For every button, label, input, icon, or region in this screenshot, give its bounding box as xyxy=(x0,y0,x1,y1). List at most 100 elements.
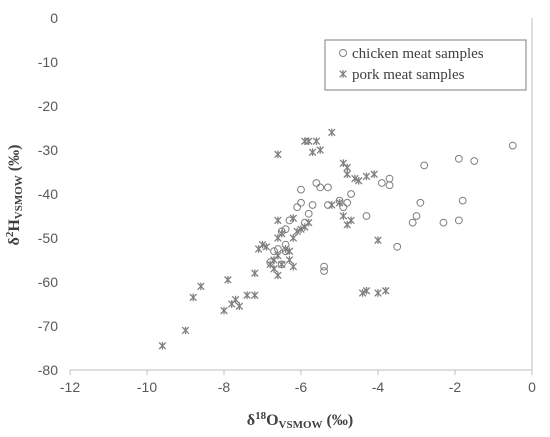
chicken-point xyxy=(293,203,302,212)
x-tick-label: 0 xyxy=(528,379,536,395)
chicken-point xyxy=(420,161,429,170)
pork-point xyxy=(328,128,336,137)
pork-point xyxy=(277,229,286,238)
y-tick-label: -20 xyxy=(38,98,58,114)
y-tick-label: -30 xyxy=(38,142,58,158)
chicken-point xyxy=(508,141,517,150)
x-axis-title: δ18OVSMOW (‰) xyxy=(247,410,353,431)
chicken-series xyxy=(266,141,517,275)
y-axis-title: δ2HVSMOW (‰) xyxy=(4,145,25,246)
pork-point xyxy=(189,293,197,302)
pork-point xyxy=(258,240,267,249)
chicken-point xyxy=(308,201,317,209)
chicken-point xyxy=(281,225,290,234)
chicken-point xyxy=(385,181,394,190)
pork-point xyxy=(285,247,294,255)
y-axis: 0 -10 -20 -30 -40 -50 -60 -70 -80 xyxy=(38,10,533,378)
legend-circle-marker xyxy=(339,49,347,57)
pork-point xyxy=(197,282,205,291)
legend: chicken meat samples pork meat samples xyxy=(324,39,527,91)
pork-point xyxy=(297,225,305,233)
pork-point xyxy=(343,163,351,172)
pork-point xyxy=(277,260,286,269)
pork-point xyxy=(358,289,367,297)
x-tick-label: -8 xyxy=(218,379,231,395)
legend-item-chicken: chicken meat samples xyxy=(339,46,484,62)
pork-point xyxy=(328,201,336,209)
pork-point xyxy=(274,216,282,225)
chicken-point xyxy=(343,198,352,207)
chicken-point xyxy=(304,209,313,218)
chicken-point xyxy=(339,203,348,212)
x-tick-label: -6 xyxy=(295,379,308,395)
pork-point xyxy=(251,291,259,299)
pork-point xyxy=(370,170,378,178)
pork-point xyxy=(251,269,259,277)
chicken-point xyxy=(316,183,325,192)
chicken-point xyxy=(454,216,463,225)
pork-point xyxy=(262,243,271,251)
y-tick-label: -70 xyxy=(38,318,58,334)
legend-item-pork: pork meat samples xyxy=(339,67,465,83)
legend-asterisk-marker xyxy=(339,70,347,78)
pork-point xyxy=(235,302,244,310)
x-tick-label: -2 xyxy=(449,379,462,395)
pork-point xyxy=(354,177,363,185)
pork-point xyxy=(270,265,278,273)
chicken-point xyxy=(297,185,305,194)
y-tick-label: -50 xyxy=(38,230,58,246)
pork-point xyxy=(243,291,251,299)
chicken-point xyxy=(362,212,371,220)
x-tick-label: -4 xyxy=(372,379,385,395)
chicken-point xyxy=(347,190,355,198)
pork-point xyxy=(231,295,240,304)
y-tick-label: -40 xyxy=(38,186,58,202)
y-tick-label: -60 xyxy=(38,274,58,290)
pork-point xyxy=(343,170,351,178)
pork-point xyxy=(374,236,382,244)
pork-point xyxy=(304,137,313,145)
chicken-point xyxy=(439,218,448,227)
chicken-point xyxy=(324,183,332,192)
pork-point xyxy=(316,146,325,154)
pork-point xyxy=(347,216,355,225)
pork-point xyxy=(312,137,321,145)
pork-point xyxy=(158,342,167,350)
chicken-point xyxy=(377,179,386,187)
chicken-point xyxy=(385,174,394,183)
pork-point xyxy=(281,245,290,253)
pork-point xyxy=(374,289,382,297)
pork-point xyxy=(362,172,371,181)
y-tick-label: -80 xyxy=(38,362,58,378)
y-tick-label: -10 xyxy=(38,54,58,70)
y-tick-label: 0 xyxy=(50,10,58,26)
pork-point xyxy=(362,287,371,295)
pork-point xyxy=(181,326,190,335)
chicken-point xyxy=(393,242,402,251)
pork-point xyxy=(289,262,298,271)
chicken-point xyxy=(416,198,425,207)
legend-box xyxy=(324,39,527,91)
pork-point xyxy=(351,174,359,183)
pork-point xyxy=(285,256,294,264)
chicken-point xyxy=(458,196,467,205)
x-tick-label: -10 xyxy=(137,379,157,395)
chicken-point xyxy=(320,267,329,275)
pork-point xyxy=(301,137,309,145)
pork-point xyxy=(224,276,232,284)
legend-label-pork: pork meat samples xyxy=(352,67,465,83)
pork-point xyxy=(304,218,313,227)
chicken-point xyxy=(470,157,479,165)
pork-point xyxy=(339,212,348,220)
pork-point xyxy=(293,227,301,236)
pork-point xyxy=(220,306,228,315)
legend-label-chicken: chicken meat samples xyxy=(352,46,484,62)
pork-point xyxy=(308,148,317,156)
x-axis: -12 -10 -8 -6 -4 -2 0 xyxy=(60,369,536,395)
pork-series xyxy=(158,128,390,350)
chicken-point xyxy=(312,179,321,187)
chicken-point xyxy=(270,247,278,256)
pork-point xyxy=(381,287,390,295)
chicken-point xyxy=(297,198,305,207)
